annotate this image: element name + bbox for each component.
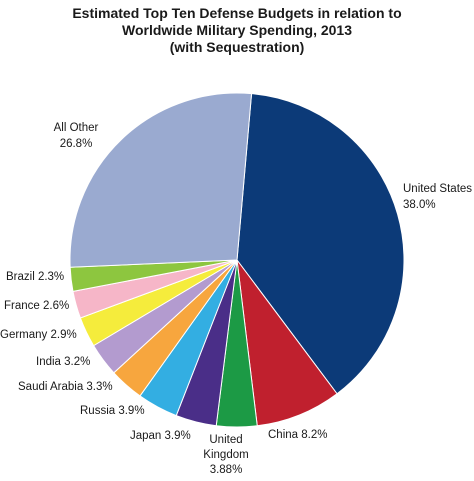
slice-label-saudi-arabia: Saudi Arabia 3.3% bbox=[18, 381, 113, 393]
slice-label-line: United bbox=[209, 434, 242, 446]
slice-label-germany: Germany 2.9% bbox=[0, 329, 77, 341]
slice-label-united-kingdom: United Kingdom 3.88% bbox=[203, 434, 248, 476]
slice-label-brazil: Brazil 2.3% bbox=[6, 271, 64, 283]
slice-label-japan: Japan 3.9% bbox=[130, 430, 191, 442]
slice-label-line: India 3.2% bbox=[36, 356, 90, 368]
pie-slice-china bbox=[236, 258, 338, 427]
slice-label-line: Kingdom bbox=[203, 449, 248, 461]
slice-label-line: United States bbox=[403, 183, 472, 195]
slice-label-line: China 8.2% bbox=[268, 429, 327, 441]
slice-label-line: 26.8% bbox=[60, 138, 93, 150]
slice-label-line: France 2.6% bbox=[4, 300, 69, 312]
slice-label-all-other: All Other 26.8% bbox=[54, 122, 99, 150]
pie-slice-united-states bbox=[236, 93, 405, 395]
slice-label-line: Japan 3.9% bbox=[130, 430, 191, 442]
chart-title: Estimated Top Ten Defense Budgets in rel… bbox=[72, 5, 401, 55]
chart-title-line-3: (with Sequestration) bbox=[170, 39, 305, 55]
slice-label-line: 38.0% bbox=[403, 199, 436, 211]
slice-label-russia: Russia 3.9% bbox=[80, 405, 145, 417]
pie-labels: United States 38.0% China 8.2% United Kingdo… bbox=[0, 122, 472, 476]
slice-label-line: Russia 3.9% bbox=[80, 405, 145, 417]
slice-label-line: Brazil 2.3% bbox=[6, 271, 64, 283]
slice-label-line: All Other bbox=[54, 122, 99, 134]
slice-label-line: 3.88% bbox=[210, 464, 243, 476]
slice-label-china: China 8.2% bbox=[268, 429, 327, 441]
slice-label-india: India 3.2% bbox=[36, 356, 90, 368]
slice-label-line: Germany 2.9% bbox=[0, 329, 77, 341]
pie-slice-all-other bbox=[69, 92, 253, 268]
slice-label-france: France 2.6% bbox=[4, 300, 69, 312]
slice-label-line: Saudi Arabia 3.3% bbox=[18, 381, 113, 393]
chart-title-line-2: Worldwide Military Spending, 2013 bbox=[122, 22, 352, 38]
slice-label-united-states: United States 38.0% bbox=[403, 183, 472, 211]
pie-slices bbox=[69, 92, 405, 428]
chart-title-line-1: Estimated Top Ten Defense Budgets in rel… bbox=[72, 5, 401, 21]
